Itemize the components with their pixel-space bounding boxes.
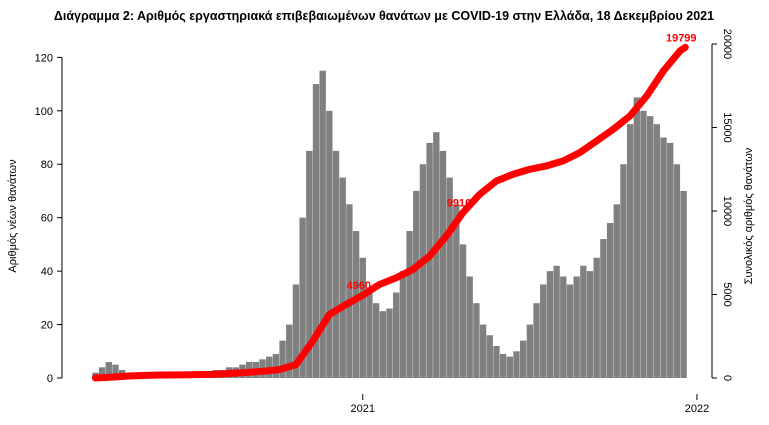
bar xyxy=(299,217,306,378)
bar xyxy=(332,150,340,378)
bar xyxy=(112,364,119,378)
bar xyxy=(667,142,674,378)
y2-tick-label: 15000 xyxy=(721,112,733,143)
bar xyxy=(306,150,313,378)
bar xyxy=(653,124,661,378)
bar xyxy=(339,177,346,378)
bar xyxy=(526,324,534,378)
bar xyxy=(346,204,353,378)
bar xyxy=(600,239,607,378)
y2-tick-label: 0 xyxy=(721,375,733,381)
bar xyxy=(433,132,440,378)
bar xyxy=(359,257,366,378)
bar xyxy=(286,324,293,378)
bar xyxy=(546,271,554,378)
y-tick-label: 100 xyxy=(35,106,53,118)
y-tick-label: 60 xyxy=(41,213,53,225)
y-tick-label: 120 xyxy=(35,52,53,64)
bar xyxy=(272,353,280,378)
bar xyxy=(393,292,400,378)
y-tick-label: 20 xyxy=(41,320,53,332)
bar xyxy=(453,204,460,378)
bar xyxy=(312,84,320,378)
bar xyxy=(626,124,634,378)
bar xyxy=(326,110,333,379)
bar xyxy=(640,110,647,379)
bar xyxy=(499,353,507,378)
y2-tick-label: 10000 xyxy=(721,196,733,227)
bar xyxy=(673,164,681,378)
chart-title: Διάγραμμα 2: Αριθμός εργαστηριακά επιβεβ… xyxy=(54,9,714,23)
bar xyxy=(459,244,467,378)
bar xyxy=(606,223,614,378)
bar xyxy=(279,340,286,378)
bar xyxy=(372,303,380,378)
bar xyxy=(98,367,106,378)
bar xyxy=(586,271,594,378)
bar xyxy=(386,308,393,378)
bar xyxy=(292,284,300,378)
annotation: 19799 xyxy=(666,32,697,44)
y-tick-label: 80 xyxy=(41,159,53,171)
bar xyxy=(413,190,420,378)
bar xyxy=(506,356,513,378)
bar xyxy=(439,150,447,378)
bar xyxy=(540,284,547,378)
bar xyxy=(560,276,567,378)
bar xyxy=(486,335,493,378)
bar xyxy=(660,137,667,378)
y-tick-label: 40 xyxy=(41,266,53,278)
x-tick-label: 2022 xyxy=(685,403,709,415)
x-tick-label: 2021 xyxy=(351,403,375,415)
bar xyxy=(620,164,627,378)
bar xyxy=(553,265,560,378)
bar xyxy=(366,292,373,378)
bar xyxy=(473,303,480,378)
bar xyxy=(446,177,453,378)
bar xyxy=(379,311,386,378)
bar xyxy=(566,284,574,378)
bar xyxy=(680,190,687,378)
bar xyxy=(513,351,520,378)
bar xyxy=(406,231,413,378)
bar xyxy=(105,361,112,378)
bar xyxy=(479,324,487,378)
y-tick-label: 0 xyxy=(47,373,53,385)
bar xyxy=(466,276,473,378)
bar xyxy=(493,345,500,378)
bar xyxy=(319,70,326,378)
bar xyxy=(613,204,620,378)
bar xyxy=(399,271,407,378)
y2-axis-label: Συνολικός αριθμός θανάτων xyxy=(743,147,755,284)
cumulative-line xyxy=(91,43,689,382)
bar xyxy=(647,116,654,379)
y2-tick-label: 5000 xyxy=(721,282,733,306)
bar xyxy=(633,97,640,378)
bar xyxy=(533,303,540,378)
bar xyxy=(573,276,580,378)
annotation: 4960 xyxy=(347,280,371,292)
bar xyxy=(419,164,427,378)
bar xyxy=(520,340,527,378)
y-axis-label: Αριθμός νέων θανάτων xyxy=(7,159,19,273)
bar xyxy=(580,265,587,378)
bar xyxy=(352,231,360,378)
bar xyxy=(593,257,600,378)
y2-tick-label: 20000 xyxy=(721,29,733,60)
